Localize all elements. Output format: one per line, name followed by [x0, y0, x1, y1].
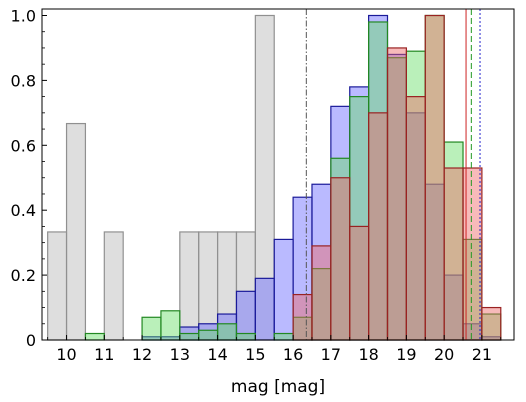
x-tick-label-1: 11 — [94, 345, 114, 364]
series-3 — [292, 14, 502, 341]
bar-s3-4 — [368, 112, 389, 341]
y-tick-label-2: 0.4 — [11, 201, 36, 220]
bar-s0-1 — [65, 122, 87, 341]
bar-s3-1 — [311, 245, 332, 341]
reference-lines — [305, 9, 481, 340]
bar-s3-8 — [443, 167, 464, 341]
histogram-bars — [47, 14, 502, 341]
bar-s2-7 — [216, 323, 238, 341]
x-axis-label: mag [mag] — [231, 377, 325, 397]
bar-s3-2 — [330, 177, 351, 341]
bar-s2-3 — [141, 316, 162, 341]
x-tick-label-9: 19 — [396, 345, 416, 364]
x-tick-label-4: 14 — [207, 345, 227, 364]
bar-s2-5 — [179, 332, 200, 341]
bar-s1-5 — [235, 290, 256, 341]
bar-s3-6 — [405, 96, 426, 341]
x-tick-label-10: 20 — [434, 345, 454, 364]
x-tick-label-3: 13 — [170, 345, 190, 364]
x-axis-ticks: 10 11 12 13 14 15 16 17 18 19 20 21 — [47, 335, 502, 364]
y-tick-label-3: 0.6 — [11, 136, 36, 155]
bar-s2-10 — [273, 332, 294, 341]
plot-frame — [41, 8, 515, 341]
x-tick-label-6: 16 — [283, 345, 303, 364]
x-tick-label-8: 18 — [358, 345, 378, 364]
series-0 — [47, 14, 275, 341]
bar-s2-0 — [84, 332, 105, 341]
bar-s0-3 — [103, 231, 124, 341]
bar-s2-8 — [235, 332, 256, 341]
x-tick-label-2: 12 — [132, 345, 152, 364]
bar-s1-7 — [273, 238, 294, 341]
y-tick-label-0: 0 — [26, 331, 36, 350]
bar-s0-0 — [47, 231, 68, 341]
bar-s1-6 — [254, 277, 275, 341]
y-tick-label-1: 0.2 — [11, 266, 36, 285]
bar-s3-10 — [481, 306, 502, 341]
bar-s3-0 — [292, 293, 313, 341]
x-tick-label-0: 10 — [56, 345, 76, 364]
bar-s3-7 — [424, 14, 445, 341]
x-tick-label-5: 15 — [245, 345, 265, 364]
bar-s3-3 — [349, 225, 370, 341]
x-tick-label-11: 21 — [472, 345, 492, 364]
bar-s2-4 — [160, 310, 181, 341]
y-tick-label-5: 1.0 — [11, 6, 36, 25]
bar-s3-5 — [386, 47, 407, 341]
bar-s2-6 — [198, 329, 219, 341]
y-axis-ticks: 0 0.2 0.4 0.6 0.8 1.0 — [11, 6, 47, 350]
x-tick-label-7: 17 — [321, 345, 341, 364]
bar-s0-7 — [179, 231, 200, 341]
y-tick-label-4: 0.8 — [11, 71, 36, 90]
